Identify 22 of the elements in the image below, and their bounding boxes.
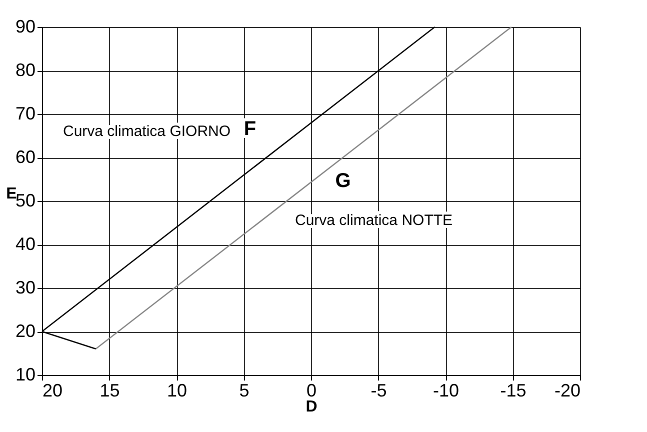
x-tick-label: -10	[432, 380, 460, 400]
y-tick-label: 60	[15, 147, 36, 167]
y-tick-label: 40	[15, 234, 36, 254]
y-tick-label: 80	[15, 60, 36, 80]
y-tick-label: 70	[15, 104, 36, 124]
y-tick-label: 90	[15, 16, 36, 36]
annotation: F	[244, 118, 256, 140]
x-axis-title: D	[306, 398, 318, 416]
x-tick-label: 5	[239, 380, 250, 400]
x-tick-label: -15	[500, 380, 526, 400]
x-tick-label: 10	[166, 380, 188, 400]
x-tick-label: 15	[100, 380, 120, 400]
x-tick-label: 20	[42, 380, 63, 400]
x-tick-label: -5	[370, 380, 387, 400]
y-tick-label: 10	[15, 364, 36, 384]
y-tick-label: 50	[15, 190, 36, 210]
x-tick-label: 0	[306, 380, 317, 400]
y-axis-title: E	[6, 186, 18, 202]
x-tick-label: -20	[554, 380, 580, 400]
y-tick-label: 30	[15, 278, 36, 298]
y-tick-label: 20	[15, 321, 36, 341]
annotation: G	[335, 170, 351, 192]
